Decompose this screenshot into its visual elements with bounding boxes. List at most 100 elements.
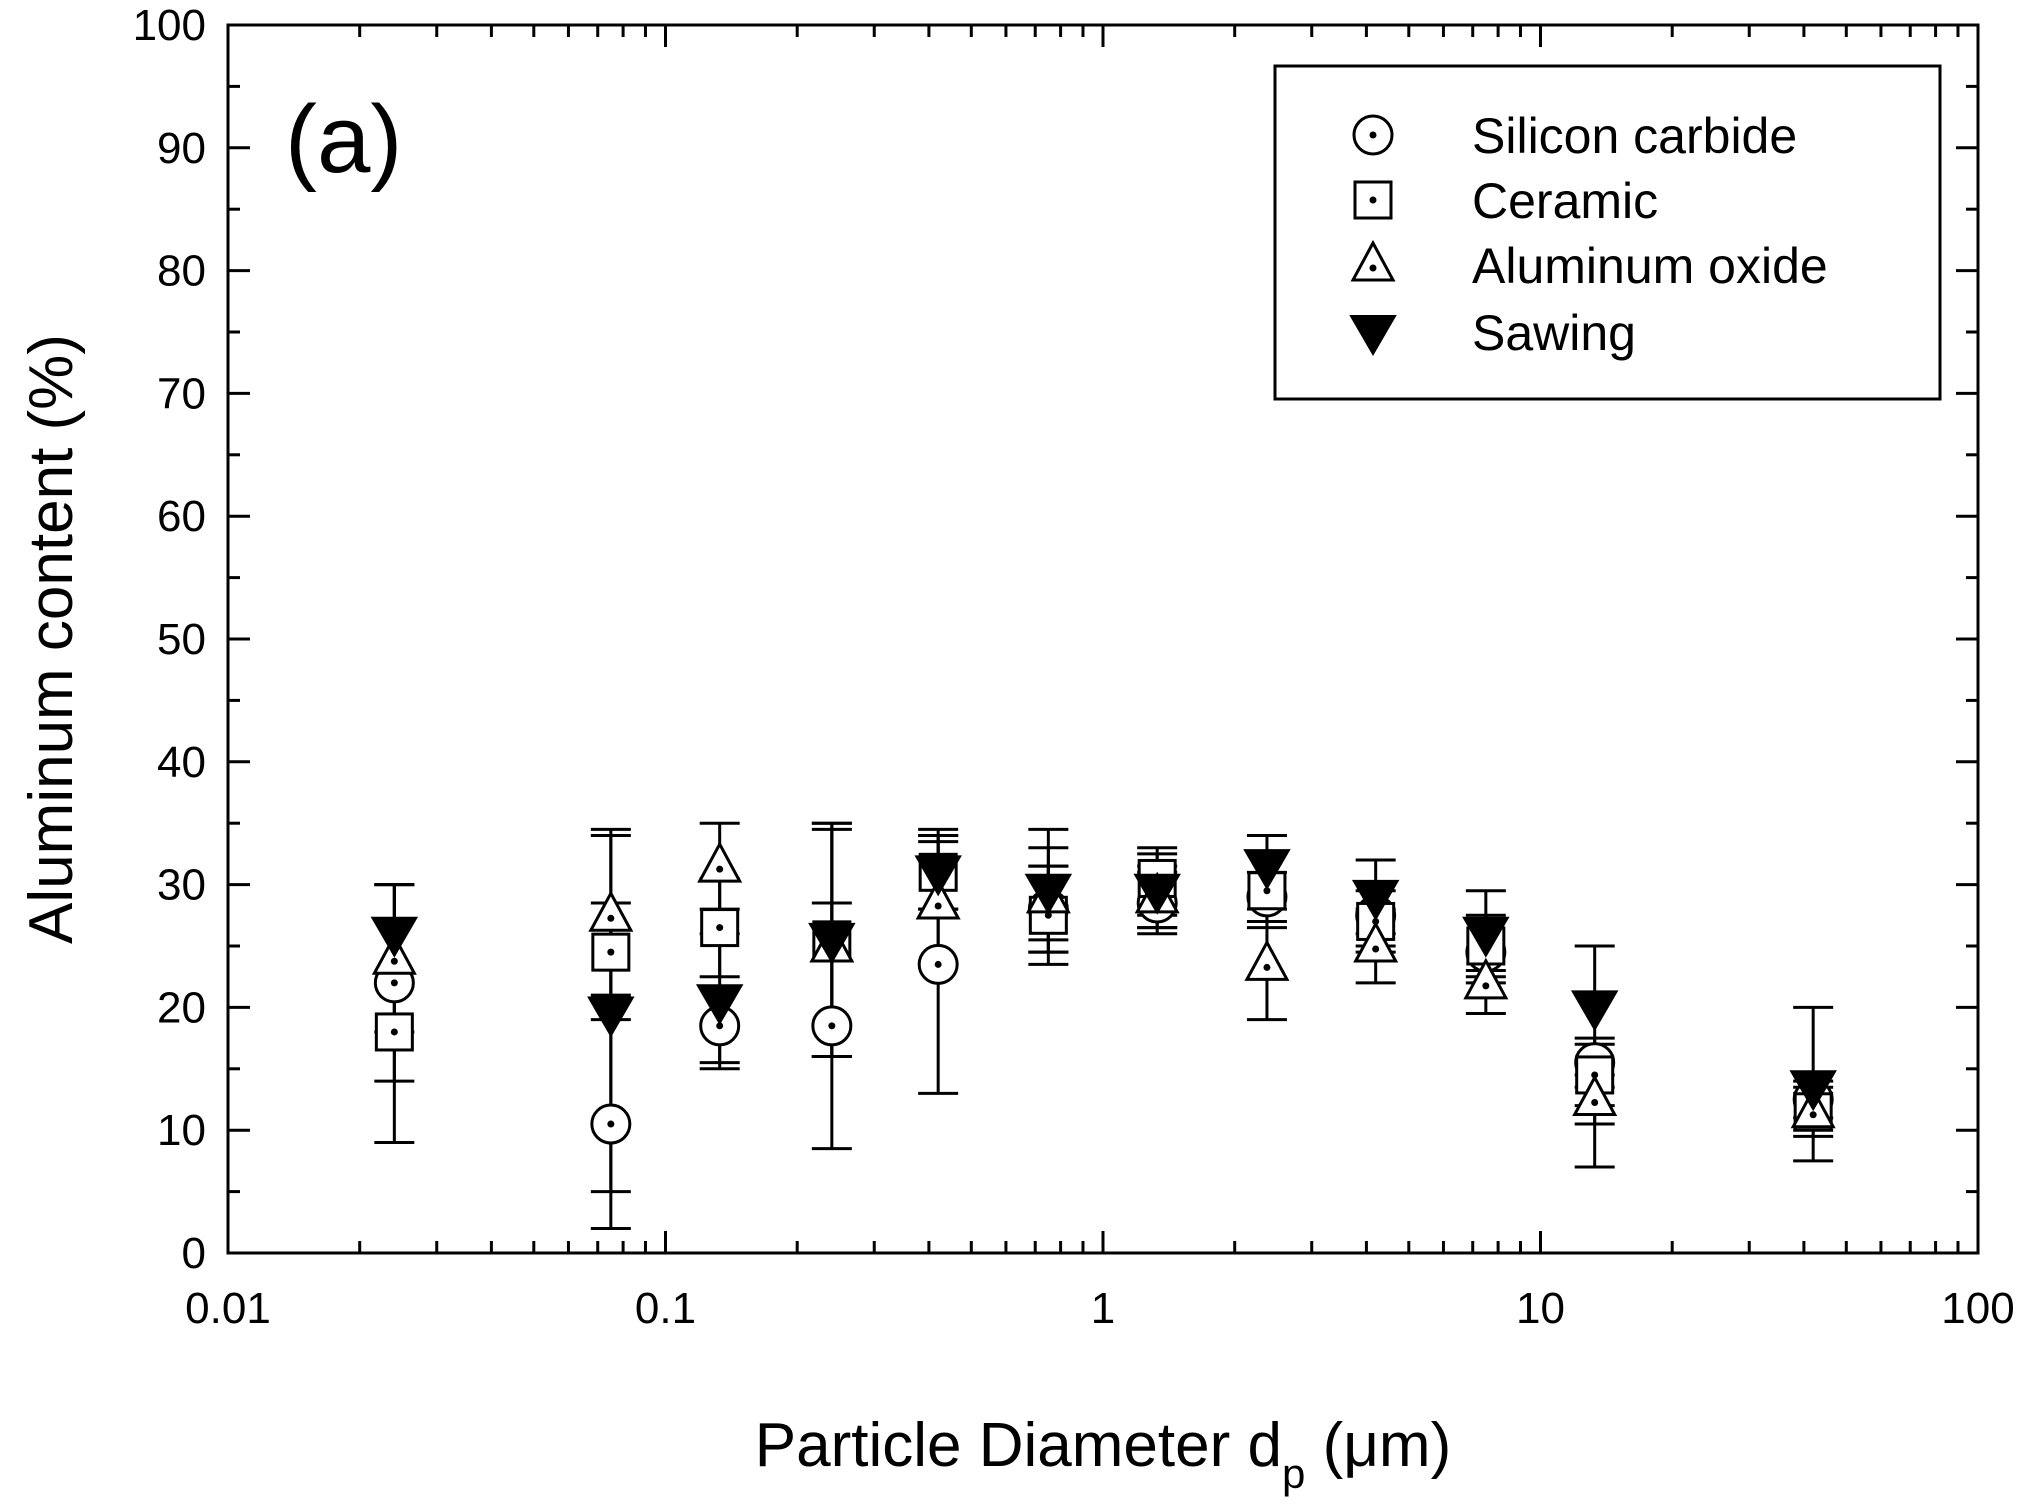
- data-point: [1570, 990, 1619, 1032]
- x-tick-label: 1: [1091, 1284, 1115, 1333]
- axis-ticks: [226, 23, 1978, 1255]
- data-point: [370, 916, 419, 958]
- marker-shape: [695, 984, 744, 1026]
- y-tick-label: 10: [157, 1106, 206, 1155]
- error-bars: [374, 821, 1834, 1230]
- marker-center-dot: [607, 914, 615, 922]
- x-axis-title: Particle Diameter dp (μm): [755, 1411, 1451, 1497]
- marker-center-dot: [1369, 264, 1377, 272]
- y-tick-label: 80: [157, 247, 206, 296]
- y-tick-label: 70: [157, 369, 206, 418]
- data-point: [697, 841, 743, 883]
- data-point: [915, 877, 961, 920]
- data-point: [914, 855, 962, 897]
- marker-shape: [1244, 939, 1290, 981]
- marker-shape: [915, 877, 961, 920]
- marker-shape: [1353, 920, 1399, 963]
- marker-shape: [1572, 1074, 1618, 1116]
- marker-shape: [697, 841, 743, 883]
- y-tick-label: 30: [157, 861, 206, 910]
- data-point: [1353, 920, 1399, 963]
- x-tick-label: 10: [1516, 1284, 1565, 1333]
- marker-center-dot: [716, 865, 724, 873]
- marker-center-dot: [390, 979, 398, 987]
- data-point: [1789, 1070, 1837, 1112]
- marker-center-dot: [934, 902, 942, 910]
- y-tick-label: 0: [182, 1229, 206, 1278]
- marker-center-dot: [1482, 982, 1490, 990]
- data-point: [1351, 879, 1400, 921]
- data-point: [811, 1005, 853, 1047]
- marker-center-dot: [607, 948, 615, 956]
- data-point: [588, 890, 634, 932]
- data-point: [1244, 939, 1290, 981]
- data-point: [695, 984, 744, 1026]
- marker-center-dot: [1263, 963, 1271, 971]
- marker-center-dot: [1263, 887, 1271, 895]
- data-point: [1463, 957, 1509, 1000]
- y-tick-label: 40: [157, 738, 206, 787]
- marker-shape: [370, 916, 419, 958]
- data-point: [591, 932, 631, 972]
- x-tick-label: 100: [1941, 1284, 2014, 1333]
- marker-center-dot: [1809, 1111, 1817, 1119]
- data-point: [1462, 916, 1510, 958]
- marker-shape: [700, 908, 740, 948]
- marker-center-dot: [828, 1022, 836, 1030]
- legend-item: Sawing: [1349, 305, 1636, 361]
- marker-shape: [1462, 916, 1510, 958]
- legend-item: Aluminum oxide: [1350, 238, 1828, 294]
- legend-marker: [1350, 239, 1396, 282]
- marker-center-dot: [716, 924, 724, 932]
- x-tick-label: 0.01: [185, 1284, 271, 1333]
- marker-center-dot: [1369, 196, 1377, 204]
- marker-shape: [588, 890, 634, 932]
- legend-label: Ceramic: [1472, 173, 1658, 229]
- marker-shape: [1133, 873, 1181, 915]
- x-axis-title-text: Particle Diameter: [755, 1411, 1230, 1480]
- data-point: [808, 922, 856, 964]
- data-point: [590, 1103, 632, 1145]
- marker-shape: [1024, 873, 1073, 915]
- legend-marker: [1352, 114, 1394, 156]
- legend-label: Aluminum oxide: [1472, 238, 1828, 294]
- legend-marker: [1353, 180, 1393, 220]
- y-tick-label: 100: [133, 1, 206, 50]
- marker-shape: [1243, 849, 1291, 891]
- marker-center-dot: [607, 1120, 615, 1128]
- x-axis-subscript: p: [1282, 1450, 1305, 1497]
- data-point: [700, 908, 740, 948]
- legend-marker: [1349, 315, 1397, 356]
- legend-item: Ceramic: [1353, 173, 1658, 229]
- marker-center-dot: [1372, 945, 1380, 953]
- marker-center-dot: [716, 1022, 724, 1030]
- data-point: [587, 996, 635, 1038]
- data-point: [917, 943, 959, 985]
- marker-shape: [1570, 990, 1619, 1032]
- marker-shape: [1463, 957, 1509, 1000]
- legend-item: Silicon carbide: [1352, 108, 1797, 164]
- data-point: [1243, 849, 1291, 891]
- marker-center-dot: [934, 960, 942, 968]
- axis-tick-labels: 0.01 0.1 1 10 100 0 10 20 30 40 50 60 70 80 90 100: [133, 1, 2015, 1333]
- marker-center-dot: [1369, 131, 1377, 139]
- marker-shape: [587, 996, 635, 1038]
- legend: Silicon carbide Ceramic Aluminum oxide Sawi…: [1273, 64, 1942, 401]
- data-point: [1024, 873, 1073, 915]
- data-point: [374, 1012, 414, 1052]
- y-axis-title: Aluminum content (%): [17, 334, 86, 944]
- marker-center-dot: [1044, 911, 1052, 919]
- marker-center-dot: [1591, 1099, 1599, 1106]
- data-markers: [370, 841, 1837, 1145]
- marker-center-dot: [390, 957, 398, 965]
- panel-label: (a): [285, 86, 402, 193]
- y-tick-label: 90: [157, 124, 206, 173]
- x-axis-unit: (μm): [1323, 1411, 1452, 1480]
- marker-shape: [808, 922, 856, 964]
- marker-shape: [1349, 315, 1397, 356]
- marker-center-dot: [390, 1028, 398, 1036]
- y-tick-label: 20: [157, 983, 206, 1032]
- marker-shape: [591, 932, 631, 972]
- marker-shape: [914, 855, 962, 897]
